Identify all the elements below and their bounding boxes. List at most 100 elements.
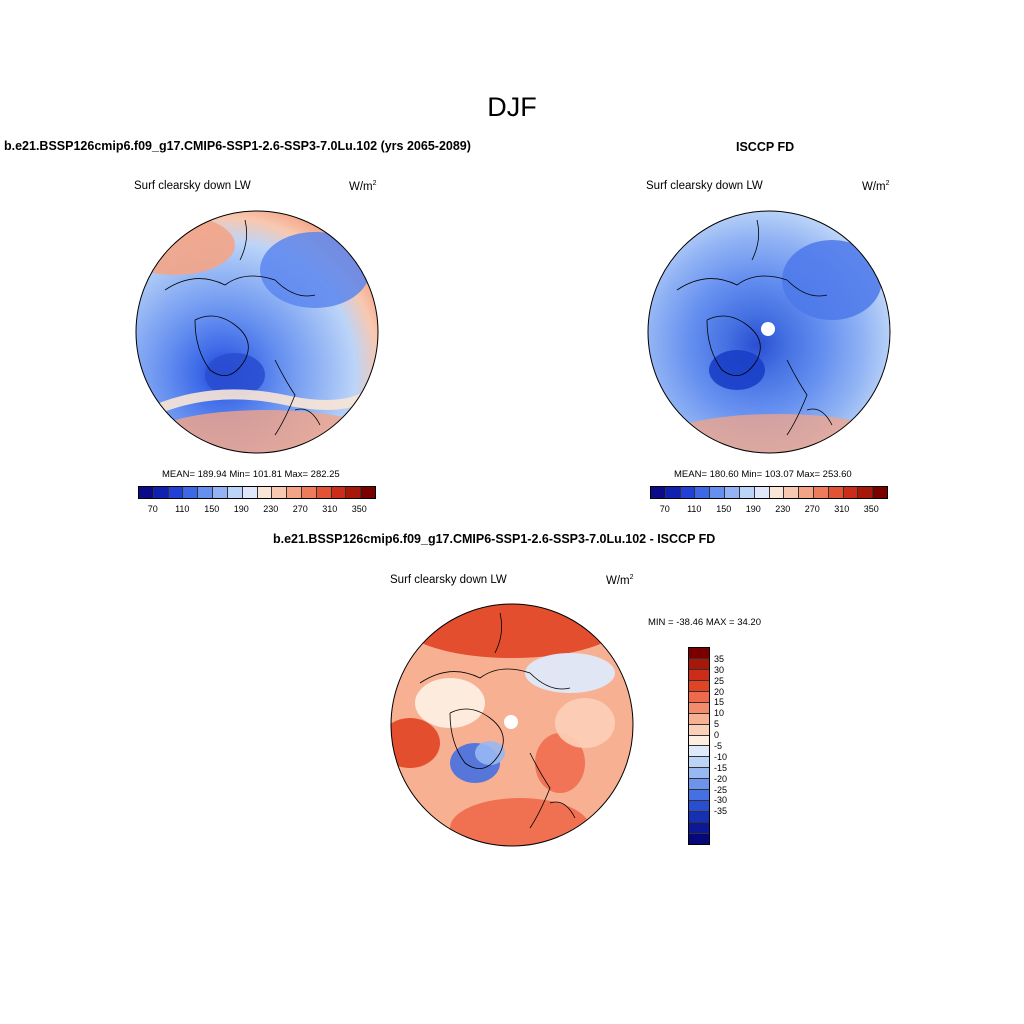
diff-colorbar-swatch xyxy=(689,768,709,780)
diff-colorbar-tick-label: -10 xyxy=(714,751,728,762)
model-colorbar-swatch xyxy=(331,487,347,498)
figure-title: DJF xyxy=(487,92,537,122)
obs-colorbar-swatch xyxy=(813,487,829,498)
model-colorbar-swatch xyxy=(183,487,199,498)
obs-colorbar-swatch xyxy=(680,487,696,498)
model-colorbar-swatch xyxy=(139,487,154,498)
diff-colorbar-swatch xyxy=(689,801,709,813)
diff-colorbar xyxy=(688,647,710,845)
model-colorbar xyxy=(138,486,376,499)
diff-colorbar-swatch xyxy=(689,691,709,703)
diff-panel-title: b.e21.BSSP126cmip6.f09_g17.CMIP6-SSP1-2.… xyxy=(273,532,716,546)
obs-units-label: W/m2 xyxy=(862,180,890,193)
diff-colorbar-tick-label: -30 xyxy=(714,795,728,806)
model-colorbar-tick-label: 310 xyxy=(322,504,338,514)
diff-units-label: W/m2 xyxy=(606,574,634,587)
model-colorbar-swatch xyxy=(301,487,317,498)
model-colorbar-swatch xyxy=(213,487,228,498)
diff-colorbar-tick-label: 25 xyxy=(714,675,725,686)
diff-colorbar-swatch xyxy=(689,669,709,681)
model-colorbar-swatch xyxy=(153,487,169,498)
model-colorbar-tick-label: 190 xyxy=(233,504,249,514)
model-colorbar-swatch xyxy=(257,487,273,498)
obs-stats-text: MEAN= 180.60 Min= 103.07 Max= 253.60 xyxy=(674,469,852,480)
model-colorbar-swatch xyxy=(242,487,258,498)
diff-variable-label: Surf clearsky down LW xyxy=(390,574,507,586)
diff-colorbar-swatch xyxy=(689,702,709,714)
obs-polar-map xyxy=(647,210,891,454)
obs-colorbar xyxy=(650,486,888,499)
diff-colorbar-swatch xyxy=(689,779,709,791)
diff-colorbar-tick-label: -35 xyxy=(714,806,728,817)
model-colorbar-swatch xyxy=(272,487,288,498)
obs-colorbar-swatch xyxy=(843,487,859,498)
diff-colorbar-swatch xyxy=(689,746,709,758)
obs-colorbar-swatch xyxy=(695,487,711,498)
diff-colorbar-swatch xyxy=(689,790,709,802)
diff-colorbar-swatch xyxy=(689,658,709,670)
diff-colorbar-swatch xyxy=(689,823,709,834)
diff-colorbar-swatch xyxy=(689,757,709,769)
model-colorbar-tick-label: 150 xyxy=(204,504,220,514)
obs-colorbar-tick-label: 70 xyxy=(659,504,670,514)
model-variable-label: Surf clearsky down LW xyxy=(134,180,251,192)
model-colorbar-swatch xyxy=(198,487,214,498)
obs-colorbar-swatch xyxy=(873,487,887,498)
diff-colorbar-tick-label: 10 xyxy=(714,708,725,719)
model-colorbar-swatch xyxy=(168,487,184,498)
obs-colorbar-swatch xyxy=(651,487,666,498)
model-colorbar-swatch xyxy=(316,487,332,498)
diff-colorbar-swatch xyxy=(689,713,709,725)
obs-colorbar-tick-label: 350 xyxy=(863,504,879,514)
diff-colorbar-tick-label: -20 xyxy=(714,773,728,784)
obs-colorbar-swatch xyxy=(828,487,844,498)
model-colorbar-swatch xyxy=(287,487,302,498)
diff-colorbar-tick-label: 5 xyxy=(714,719,720,730)
obs-colorbar-tick-label: 230 xyxy=(775,504,791,514)
obs-colorbar-swatch xyxy=(799,487,814,498)
diff-colorbar-tick-label: -15 xyxy=(714,762,728,773)
obs-colorbar-tick-label: 270 xyxy=(804,504,820,514)
diff-colorbar-swatch xyxy=(689,724,709,736)
model-colorbar-tick-label: 230 xyxy=(263,504,279,514)
model-panel-title: b.e21.BSSP126cmip6.f09_g17.CMIP6-SSP1-2.… xyxy=(4,139,471,153)
obs-colorbar-swatch xyxy=(725,487,740,498)
diff-colorbar-tick-label: 30 xyxy=(714,664,725,675)
obs-colorbar-swatch xyxy=(710,487,726,498)
diff-colorbar-swatch xyxy=(689,680,709,692)
obs-colorbar-swatch xyxy=(665,487,681,498)
diff-colorbar-tick-label: -25 xyxy=(714,784,728,795)
diff-colorbar-swatch xyxy=(689,735,709,747)
obs-colorbar-tick-label: 190 xyxy=(745,504,761,514)
obs-colorbar-swatch xyxy=(769,487,785,498)
diff-colorbar-tick-label: 35 xyxy=(714,653,725,664)
model-colorbar-tick-label: 110 xyxy=(175,504,190,514)
obs-colorbar-swatch xyxy=(754,487,770,498)
diff-colorbar-swatch xyxy=(689,648,709,659)
model-colorbar-tick-label: 70 xyxy=(147,504,158,514)
model-colorbar-swatch xyxy=(346,487,362,498)
diff-colorbar-tick-label: 20 xyxy=(714,686,725,697)
model-stats-text: MEAN= 189.94 Min= 101.81 Max= 282.25 xyxy=(162,469,340,480)
model-units-label: W/m2 xyxy=(349,180,377,193)
model-colorbar-tick-label: 270 xyxy=(292,504,308,514)
diff-colorbar-tick-label: 0 xyxy=(714,730,720,741)
obs-colorbar-swatch xyxy=(784,487,800,498)
obs-colorbar-tick-label: 150 xyxy=(716,504,732,514)
obs-colorbar-swatch xyxy=(739,487,755,498)
model-colorbar-tick-label: 350 xyxy=(351,504,367,514)
obs-colorbar-tick-label: 310 xyxy=(834,504,850,514)
diff-colorbar-tick-label: 15 xyxy=(714,697,725,708)
obs-colorbar-tick-label: 110 xyxy=(687,504,702,514)
obs-panel-title: ISCCP FD xyxy=(736,140,795,154)
obs-colorbar-swatch xyxy=(858,487,874,498)
diff-polar-map xyxy=(390,603,634,847)
obs-variable-label: Surf clearsky down LW xyxy=(646,180,763,192)
diff-colorbar-swatch xyxy=(689,812,709,823)
model-colorbar-swatch xyxy=(227,487,243,498)
diff-stats-text: MIN = -38.46 MAX = 34.20 xyxy=(648,617,762,628)
model-polar-map xyxy=(135,210,379,454)
diff-colorbar-swatch xyxy=(689,833,709,844)
diff-colorbar-tick-label: -5 xyxy=(714,741,723,751)
model-colorbar-swatch xyxy=(361,487,375,498)
